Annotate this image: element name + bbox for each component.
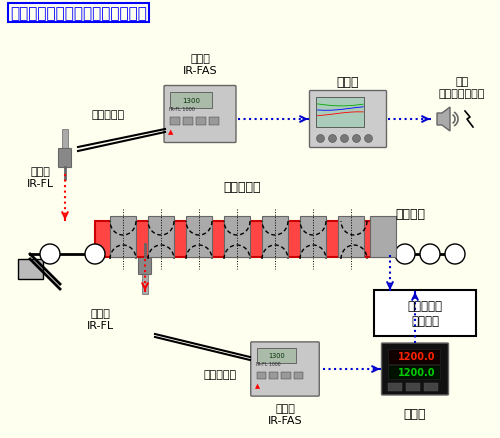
Text: 高周波誘導
加熱装置: 高周波誘導 加熱装置	[408, 299, 442, 327]
Bar	[424, 383, 438, 391]
Text: ▲: ▲	[168, 129, 173, 135]
Bar	[110, 216, 136, 258]
FancyBboxPatch shape	[310, 91, 386, 148]
Text: 調節計: 調節計	[404, 408, 426, 420]
Text: 警報
（オプション）: 警報 （オプション）	[439, 77, 485, 99]
Bar	[388, 383, 402, 391]
Bar	[186, 216, 212, 258]
Bar	[281, 372, 290, 379]
Text: IR-FL 1000: IR-FL 1000	[169, 106, 195, 111]
Circle shape	[316, 135, 324, 143]
Bar	[224, 216, 250, 258]
Circle shape	[420, 244, 440, 265]
Bar	[388, 365, 440, 379]
Text: 1200.0: 1200.0	[398, 367, 436, 377]
Text: 本体部
IR-FAS: 本体部 IR-FAS	[268, 403, 302, 425]
Text: ファイバ部: ファイバ部	[92, 110, 125, 120]
Bar	[256, 348, 296, 364]
Circle shape	[364, 135, 372, 143]
Text: 【高周波加熱ビレット温度測定】: 【高周波加熱ビレット温度測定】	[10, 6, 147, 21]
Text: ▲: ▲	[254, 383, 260, 389]
Text: ビレット: ビレット	[395, 208, 425, 221]
Text: 誘導加熱炉: 誘導加熱炉	[223, 181, 261, 194]
Circle shape	[395, 244, 415, 265]
Bar	[18, 259, 43, 279]
Bar	[196, 117, 206, 125]
FancyBboxPatch shape	[374, 290, 476, 336]
Bar	[262, 216, 288, 258]
Circle shape	[40, 244, 60, 265]
FancyBboxPatch shape	[251, 342, 320, 396]
Bar	[148, 216, 174, 258]
Bar	[406, 383, 419, 391]
Bar	[95, 222, 390, 258]
Text: ファイバ部: ファイバ部	[204, 369, 236, 379]
FancyBboxPatch shape	[58, 149, 71, 168]
Text: 本体部
IR-FAS: 本体部 IR-FAS	[182, 54, 218, 76]
Circle shape	[340, 135, 348, 143]
Text: 集光部
IR-FL: 集光部 IR-FL	[86, 308, 114, 330]
Bar	[142, 269, 148, 294]
Text: 1300: 1300	[182, 98, 200, 103]
Bar	[170, 117, 180, 125]
Text: 1200.0: 1200.0	[398, 352, 436, 362]
Circle shape	[445, 244, 465, 265]
Bar	[170, 92, 212, 109]
Text: IR-FL 1000: IR-FL 1000	[256, 361, 280, 366]
Bar	[370, 216, 396, 258]
Bar	[294, 372, 303, 379]
Text: 集光部
IR-FL: 集光部 IR-FL	[26, 167, 54, 188]
FancyBboxPatch shape	[382, 343, 448, 395]
Bar	[209, 117, 219, 125]
Text: 記録計: 記録計	[337, 75, 359, 88]
FancyBboxPatch shape	[138, 256, 151, 275]
Bar	[183, 117, 193, 125]
Text: 1300: 1300	[268, 353, 285, 359]
Bar	[300, 216, 326, 258]
Bar	[338, 216, 364, 258]
Circle shape	[328, 135, 336, 143]
Circle shape	[85, 244, 105, 265]
Bar	[316, 97, 364, 127]
Bar	[388, 349, 440, 364]
Polygon shape	[437, 108, 450, 132]
Bar	[62, 130, 68, 155]
FancyBboxPatch shape	[164, 86, 236, 143]
Bar	[256, 372, 266, 379]
Circle shape	[352, 135, 360, 143]
Bar	[269, 372, 278, 379]
